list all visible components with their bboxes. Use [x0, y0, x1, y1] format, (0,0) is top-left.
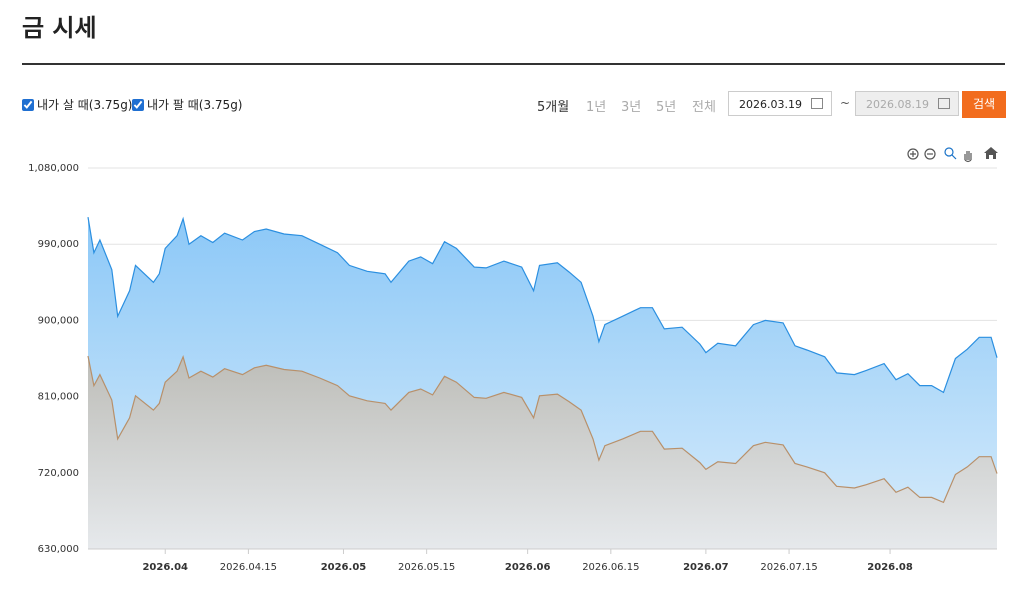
legend-label: 내가 살 때(3.75g): [37, 98, 133, 112]
end-date-input: 2026.08.19: [855, 91, 959, 116]
date-text: 2026.08.19: [866, 98, 929, 111]
y-tick-label: 720,000: [38, 468, 79, 479]
x-tick-label: 2026.07.15: [760, 562, 817, 573]
calendar-icon: [938, 98, 950, 109]
series-toggle[interactable]: 내가 팔 때(3.75g): [132, 96, 243, 113]
period-button[interactable]: 1년: [586, 100, 607, 115]
pan-button[interactable]: [964, 151, 972, 163]
series-line: [87, 216, 998, 394]
checkbox[interactable]: [132, 98, 144, 111]
checkbox[interactable]: [22, 98, 34, 111]
reset-zoom-button[interactable]: [984, 147, 998, 159]
page-title: 금 시세: [22, 14, 97, 42]
x-tick-label: 2026.05.15: [398, 562, 455, 573]
y-tick-label: 630,000: [38, 544, 79, 555]
search-button[interactable]: 검색: [962, 91, 1006, 118]
period-button[interactable]: 3년: [621, 100, 642, 115]
period-button[interactable]: 5년: [656, 100, 677, 115]
x-tick-label: 2026.04: [142, 562, 188, 573]
legend-label: 내가 팔 때(3.75g): [147, 98, 243, 112]
y-tick-label: 810,000: [38, 392, 79, 403]
x-tick-label: 2026.06: [505, 562, 551, 573]
calendar-icon[interactable]: [811, 98, 823, 109]
y-tick-label: 1,080,000: [28, 163, 79, 174]
series-line: [87, 354, 998, 504]
plot-area: [87, 216, 998, 549]
series-area: [88, 356, 997, 549]
zoom-select-button[interactable]: [944, 147, 957, 160]
axes: 630,000 720,000 810,000 900,000 990,000 1,080…: [28, 163, 997, 573]
date-separator: ~: [840, 96, 851, 110]
period-button[interactable]: 전체: [692, 100, 716, 115]
zoom-out-button[interactable]: [924, 148, 936, 160]
x-tick-label: 2026.05: [321, 562, 367, 573]
start-date-input[interactable]: 2026.03.19: [728, 91, 832, 116]
series-toggle[interactable]: 내가 살 때(3.75g): [22, 96, 133, 113]
y-tick-label: 990,000: [38, 239, 79, 250]
x-tick-label: 2026.06.15: [582, 562, 639, 573]
x-tick-label: 2026.07: [683, 562, 729, 573]
divider: [22, 63, 1005, 65]
y-tick-label: 900,000: [38, 315, 79, 326]
x-tick-label: 2026.04.15: [220, 562, 277, 573]
x-tick-label: 2026.08: [867, 562, 913, 573]
period-button[interactable]: 5개월: [537, 100, 570, 115]
chart-toolbar: [907, 147, 998, 163]
zoom-in-button[interactable]: [907, 148, 919, 160]
date-text: 2026.03.19: [739, 98, 802, 111]
